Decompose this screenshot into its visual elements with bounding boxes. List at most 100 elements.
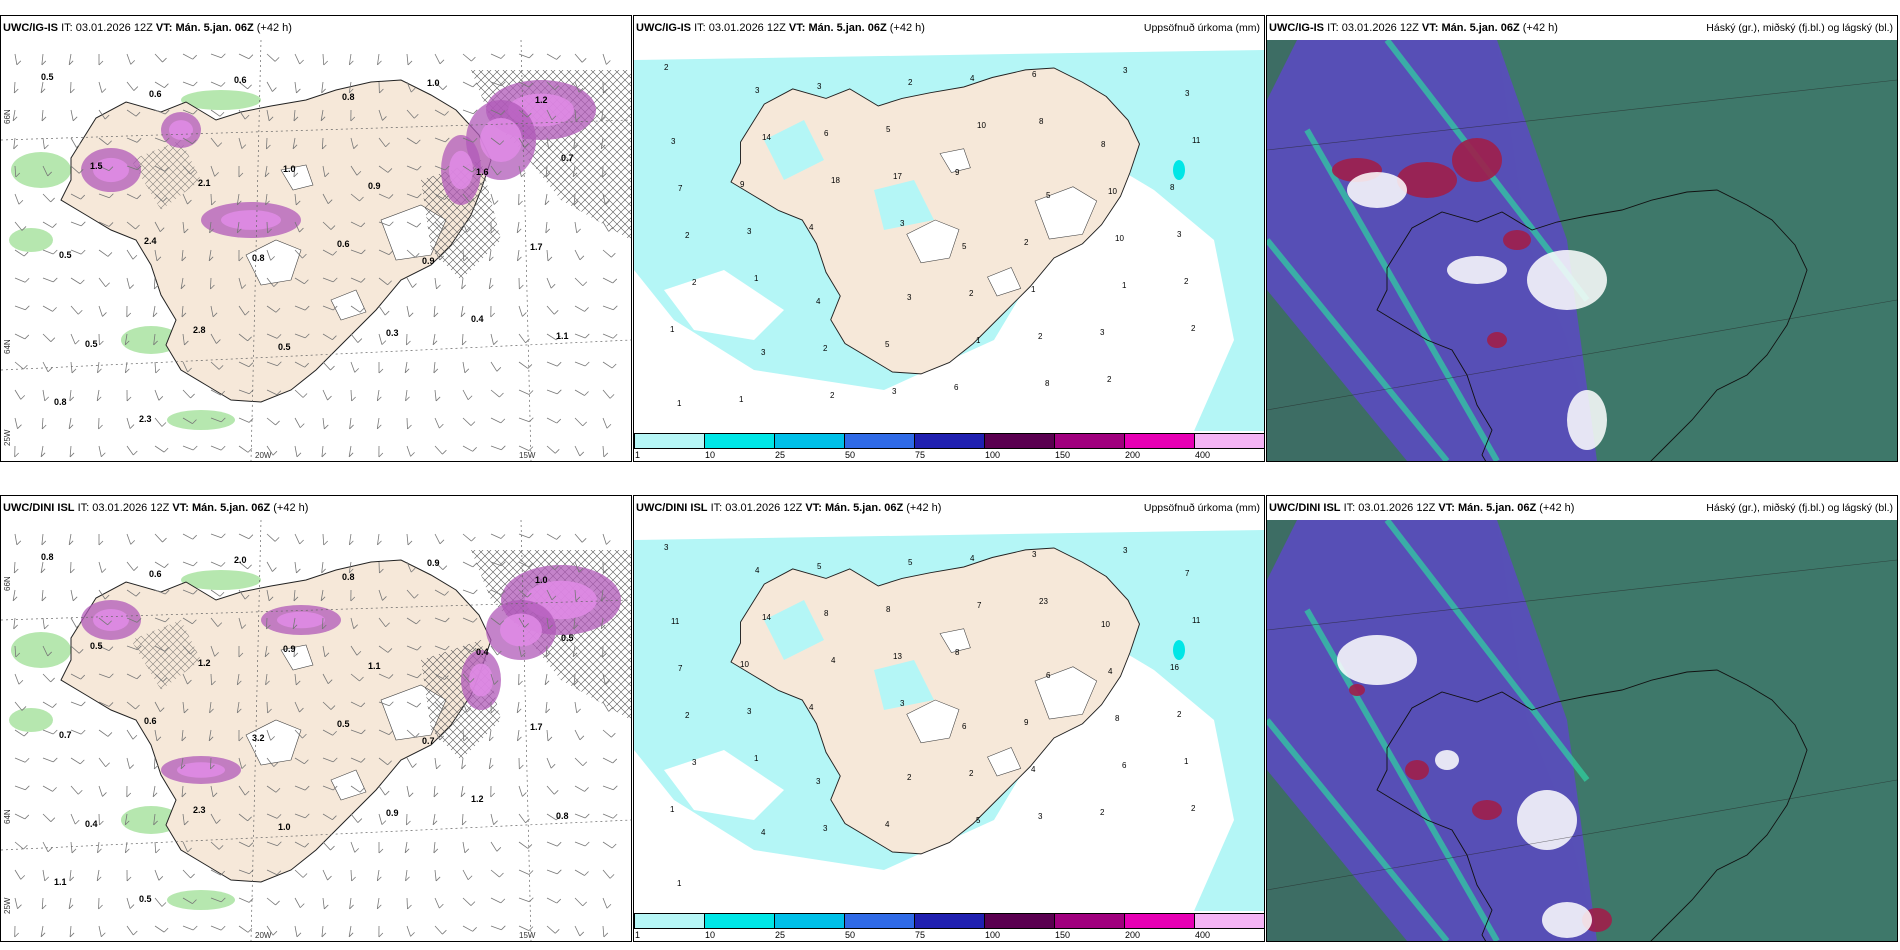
snow-value-label: 3.2 xyxy=(252,733,265,743)
colorbar-segment xyxy=(914,433,985,449)
precip-value-label: 2 xyxy=(664,63,669,72)
snow-value-label: 0.6 xyxy=(149,569,162,579)
precip-value-label: 4 xyxy=(970,74,975,83)
snow-value-label: 0.5 xyxy=(278,342,291,352)
snow-value-label: 1.7 xyxy=(530,242,543,252)
snow-value-label: 0.3 xyxy=(386,328,399,338)
snow-value-label: 0.4 xyxy=(476,647,489,657)
snow-value-label: 0.5 xyxy=(139,894,152,904)
colorbar-tick: 200 xyxy=(1125,930,1141,940)
colorbar-segment xyxy=(774,913,845,929)
snow-value-label: 1.2 xyxy=(198,658,211,668)
precip-value-label: 2 xyxy=(823,344,828,353)
colorbar-tick: 150 xyxy=(1055,930,1071,940)
precip-value-label: 3 xyxy=(1185,89,1190,98)
lat-label: 25W xyxy=(3,897,12,914)
precip-value-label: 18 xyxy=(831,176,840,185)
precip-value-label: 1 xyxy=(739,395,744,404)
colorbar-tick: 150 xyxy=(1055,450,1071,460)
precip-value-label: 2 xyxy=(1100,808,1105,817)
lat-label: 64N xyxy=(3,339,12,354)
precip-value-label: 4 xyxy=(816,297,821,306)
precip-value-label: 2 xyxy=(1038,332,1043,341)
precip-value-label: 2 xyxy=(1177,710,1182,719)
snow-value-label: 2.0 xyxy=(234,555,247,565)
precip-value-label: 3 xyxy=(900,699,905,708)
panel-title: UWC/IG-IS IT: 03.01.2026 12Z VT: Mán. 5.… xyxy=(634,16,1264,40)
snow-value-label: 1.0 xyxy=(535,575,548,585)
field-label: Uppsöfnuð úrkoma (mm) xyxy=(1143,22,1260,34)
lat-label: 66N xyxy=(3,109,12,124)
lon-label: 20W xyxy=(255,931,272,940)
precip-value-label: 4 xyxy=(809,223,814,232)
colorbar-segment xyxy=(774,433,845,449)
precip-value-label: 6 xyxy=(1032,70,1037,79)
precip-value-label: 2 xyxy=(1024,238,1029,247)
colorbar-segment xyxy=(844,433,915,449)
lon-label: 15W xyxy=(519,931,536,940)
lon-label: 15W xyxy=(519,451,536,460)
precip-value-label: 10 xyxy=(740,660,749,669)
colorbar-segment xyxy=(1194,433,1264,449)
precip-value-label: 5 xyxy=(908,558,913,567)
lat-label: 64N xyxy=(3,809,12,824)
map-wind-snow: 0.8 0.6 2.0 0.8 0.9 1.0 0.5 1.2 0.9 1.1 0.4 0.5 0.7 0… xyxy=(1,520,631,941)
precip-value-label: 9 xyxy=(1024,718,1029,727)
colorbar-segment xyxy=(1124,913,1195,929)
precip-value-label: 23 xyxy=(1039,597,1048,606)
panel-title: UWC/IG-IS IT: 03.01.2026 12Z VT: Mán. 5.… xyxy=(1,16,631,40)
precip-value-label: 2 xyxy=(969,769,974,778)
precip-value-label: 3 xyxy=(1032,550,1037,559)
precip-value-label: 7 xyxy=(977,601,982,610)
panel-bottom-right: UWC/DINI ISL IT: 03.01.2026 12Z VT: Mán.… xyxy=(1266,495,1898,942)
panel-title: UWC/DINI ISL IT: 03.01.2026 12Z VT: Mán.… xyxy=(634,496,1264,520)
precip-value-label: 11 xyxy=(1192,616,1201,625)
snow-value-label: 0.7 xyxy=(561,153,574,163)
precip-value-label: 2 xyxy=(969,289,974,298)
colorbar-tick: 100 xyxy=(985,450,1001,460)
precip-value-label: 10 xyxy=(1108,187,1117,196)
panel-bottom-left: UWC/DINI ISL IT: 03.01.2026 12Z VT: Mán.… xyxy=(0,495,632,942)
snow-value-label: 2.3 xyxy=(193,805,206,815)
precip-value-label: 3 xyxy=(1038,812,1043,821)
colorbar-tick: 400 xyxy=(1195,450,1211,460)
colorbar-tick: 50 xyxy=(845,930,856,940)
precip-value-label: 1 xyxy=(754,274,759,283)
panel-title: UWC/DINI ISL IT: 03.01.2026 12Z VT: Mán.… xyxy=(1267,496,1897,520)
colorbar-tick: 25 xyxy=(775,450,786,460)
precip-value-label: 7 xyxy=(678,184,683,193)
snow-value-label: 1.6 xyxy=(476,167,489,177)
precip-value-label: 9 xyxy=(955,168,960,177)
colorbar-tick: 25 xyxy=(775,930,786,940)
snow-value-label: 0.9 xyxy=(422,256,435,266)
colorbar-segment xyxy=(984,913,1055,929)
precip-value-label: 8 xyxy=(1045,379,1050,388)
precip-value-label: 2 xyxy=(1107,375,1112,384)
precip-value-label: 3 xyxy=(755,86,760,95)
colorbar-tick: 400 xyxy=(1195,930,1211,940)
precip-value-label: 8 xyxy=(1115,714,1120,723)
precip-value-label: 1 xyxy=(677,399,682,408)
colorbar-tick: 50 xyxy=(845,450,856,460)
snow-value-label: 0.6 xyxy=(234,75,247,85)
snow-value-label: 0.9 xyxy=(427,558,440,568)
precip-value-label: 5 xyxy=(962,242,967,251)
precip-value-label: 2 xyxy=(908,78,913,87)
precip-value-label: 14 xyxy=(762,613,771,622)
precip-value-label: 2 xyxy=(1184,277,1189,286)
snow-value-label: 1.0 xyxy=(427,78,440,88)
precip-value-label: 5 xyxy=(886,125,891,134)
precip-value-label: 3 xyxy=(671,137,676,146)
colorbar-segment xyxy=(1054,433,1125,449)
colorbar-segment xyxy=(984,433,1055,449)
precip-value-label: 5 xyxy=(817,562,822,571)
colorbar-segment xyxy=(634,913,705,929)
lon-label: 20W xyxy=(255,451,272,460)
precip-value-label: 9 xyxy=(740,180,745,189)
precip-value-label: 3 xyxy=(664,543,669,552)
panel-title: UWC/DINI ISL IT: 03.01.2026 12Z VT: Mán.… xyxy=(1,496,631,520)
snow-value-label: 2.8 xyxy=(193,325,206,335)
lat-label: 66N xyxy=(3,576,12,591)
snow-value-label: 0.8 xyxy=(54,397,67,407)
